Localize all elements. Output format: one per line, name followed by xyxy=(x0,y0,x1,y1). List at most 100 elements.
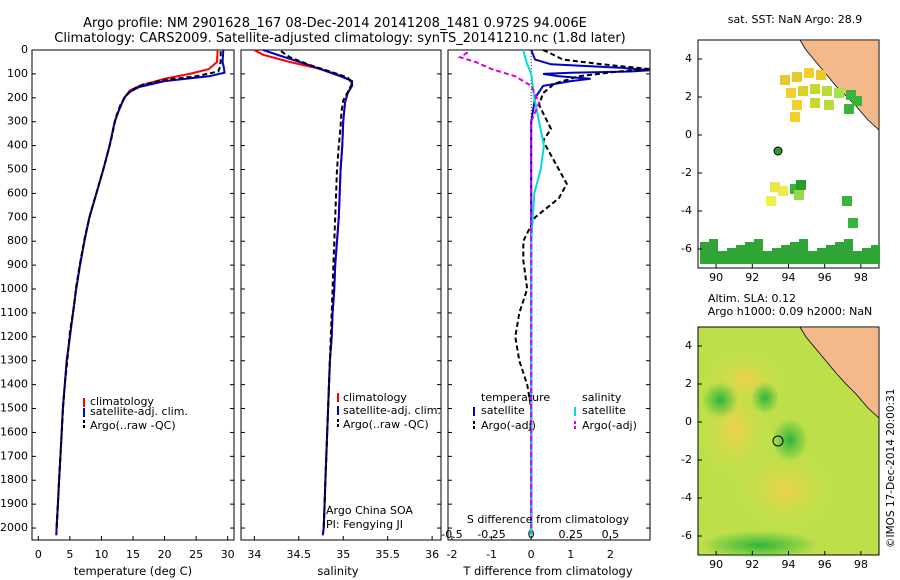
imos-credit: ©IMOS 17-Dec-2014 20:00:31 xyxy=(885,389,897,548)
sst-pixel xyxy=(763,251,772,264)
sst-pixel xyxy=(792,72,802,82)
difference-ticks: -2 -1 0 1 2-0.5 -0.25 0 0.25 0.5 xyxy=(441,49,650,561)
sst-pixel xyxy=(810,98,820,108)
sst-pixel xyxy=(848,218,858,228)
depth-tick-label: 1800 xyxy=(0,473,28,486)
sst-pixel xyxy=(853,251,862,264)
sst-pixel xyxy=(792,100,802,110)
figure-title-line1: Argo profile: NM 2901628_167 08-Dec-2014… xyxy=(83,16,587,31)
x-tick-label: 35 xyxy=(336,548,350,561)
x-tick-label: -1 xyxy=(486,548,497,561)
map-lat-label: -6 xyxy=(681,242,692,255)
depth-axis-labels: 0 100 200 300 400 500 600 700 800 900 1000 1100 1200… xyxy=(0,43,28,534)
map-lat-label: -2 xyxy=(681,166,692,179)
legend-label-s-argo: Argo(-adj) xyxy=(582,419,637,432)
legend-label-satellite: satellite-adj. clim. xyxy=(90,405,188,418)
sst-pixel xyxy=(844,104,854,114)
map-lon-label: 94 xyxy=(782,558,796,571)
legend-label-t-argo: Argo(-adj) xyxy=(481,419,536,432)
map-lat-label: -4 xyxy=(681,204,692,217)
map-lat-label: -4 xyxy=(681,491,692,504)
x-tick-label: 36 xyxy=(425,548,439,561)
sst-map: sat. SST: NaN Argo: 28.9 90 92 94 96 98 4 2 0 -2… xyxy=(681,13,880,284)
map-lon-label: 98 xyxy=(854,558,868,571)
map-lat-label: 0 xyxy=(685,128,692,141)
sst-pixel xyxy=(745,242,754,264)
temperature-legend: climatology satellite-adj. clim. Argo(..… xyxy=(83,395,188,432)
sst-pixel xyxy=(799,239,808,264)
depth-tick-label: 900 xyxy=(7,258,28,271)
map-lon-label: 90 xyxy=(709,271,723,284)
sst-pixel xyxy=(808,251,817,264)
depth-tick-label: 1000 xyxy=(0,282,28,295)
salinity-legend: climatology satellite-adj. clim. Argo(..… xyxy=(337,391,441,431)
argo-float-marker xyxy=(772,435,784,447)
map-lon-label: 98 xyxy=(854,271,868,284)
map-lat-label: 2 xyxy=(685,377,692,390)
x-tick-label: 34.5 xyxy=(287,548,312,561)
depth-tick-label: 700 xyxy=(7,210,28,223)
sst-pixel xyxy=(709,239,718,264)
sst-map-ticks: 90 92 94 96 98 4 2 0 -2 -4 -6 xyxy=(681,52,868,284)
legend-label-climatology: climatology xyxy=(343,391,407,404)
sst-pixel xyxy=(790,242,799,264)
s-difference-label: S difference from climatology xyxy=(467,513,630,526)
x-tick-label: 15 xyxy=(126,548,140,561)
legend-label-argo: Argo(..raw -QC) xyxy=(90,419,176,432)
sla-map: Altim. SLA: 0.12 Argo h1000: 0.09 h2000:… xyxy=(681,292,880,571)
x-tick-label: 25 xyxy=(189,548,203,561)
depth-tick-label: 1400 xyxy=(0,378,28,391)
map-lat-label: -2 xyxy=(681,453,692,466)
series-line xyxy=(457,51,541,528)
x-tick-label: 10 xyxy=(94,548,108,561)
sst-pixel xyxy=(790,112,800,122)
map-lon-label: 96 xyxy=(818,558,832,571)
depth-tick-label: 1900 xyxy=(0,497,28,510)
float-pi-note: PI: Fengying JI xyxy=(326,518,403,531)
temperature-xlabel: temperature (deg C) xyxy=(74,564,192,578)
series-line xyxy=(280,50,354,529)
sst-pixel xyxy=(871,245,880,264)
legend-label-satellite: satellite-adj. clim. xyxy=(343,404,441,417)
temperature-panel-frame xyxy=(31,49,235,541)
temperature-ticks: 0 5 10 15 20 25 30 xyxy=(32,49,235,561)
sst-pixel xyxy=(736,245,745,264)
series-line xyxy=(55,49,226,536)
sst-pixel xyxy=(826,245,835,264)
sst-pixel xyxy=(852,96,862,106)
depth-tick-label: 1300 xyxy=(0,354,28,367)
map-lat-label: -6 xyxy=(681,529,692,542)
legend-label-t-satellite: satellite xyxy=(481,404,525,417)
x-tick-label: 30 xyxy=(221,548,235,561)
sst-map-title: sat. SST: NaN Argo: 28.9 xyxy=(728,13,862,26)
difference-xlabel: T difference from climatology xyxy=(462,564,633,578)
difference-lines xyxy=(457,49,651,536)
x-tick-label: 5 xyxy=(66,548,73,561)
depth-tick-label: 1200 xyxy=(0,330,28,343)
series-line xyxy=(530,49,651,536)
sst-pixel xyxy=(794,190,804,200)
sst-pixel xyxy=(766,196,776,206)
sst-pixel xyxy=(817,248,826,264)
s-tick-label: -0.25 xyxy=(477,528,505,541)
legend-label-argo: Argo(..raw -QC) xyxy=(343,418,429,431)
sst-pixel xyxy=(824,100,834,110)
map-lat-label: 0 xyxy=(685,415,692,428)
series-line xyxy=(253,49,354,536)
x-tick-label: 1 xyxy=(567,548,574,561)
series-line xyxy=(522,49,545,536)
sla-map-ticks: 90 92 94 96 98 4 2 0 -2 -4 -6 xyxy=(681,339,868,571)
legend-title-temperature: temperature xyxy=(481,391,550,404)
legend-title-salinity: salinity xyxy=(582,391,622,404)
series-line xyxy=(55,51,222,529)
sst-pixel xyxy=(842,196,852,206)
sst-pixel xyxy=(786,88,796,98)
sst-pixel xyxy=(846,90,856,100)
sst-pixel xyxy=(781,245,790,264)
salinity-xlabel: salinity xyxy=(317,564,358,578)
depth-tick-label: 1700 xyxy=(0,449,28,462)
depth-tick-label: 2000 xyxy=(0,521,28,534)
x-tick-label: -2 xyxy=(446,548,457,561)
depth-tick-label: 400 xyxy=(7,139,28,152)
